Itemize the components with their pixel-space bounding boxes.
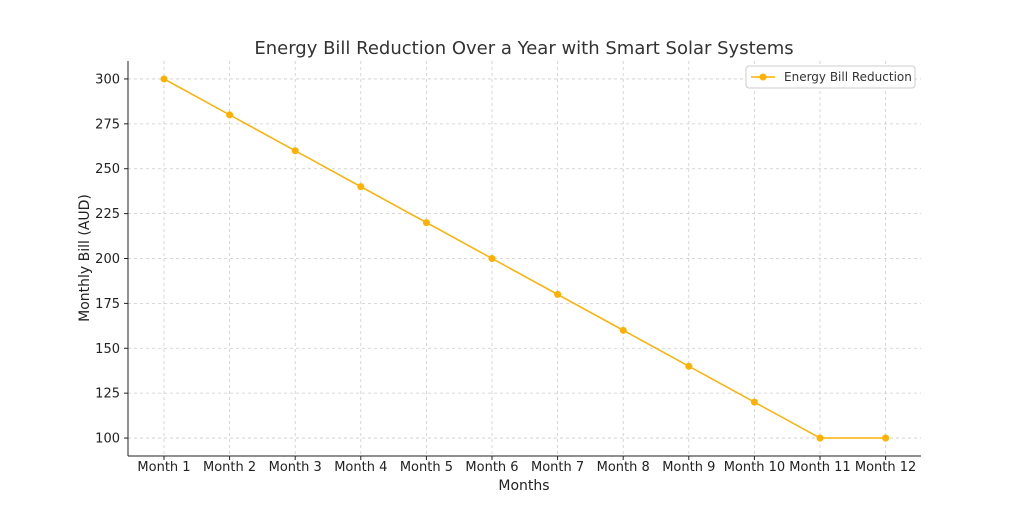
- data-point: [685, 362, 693, 370]
- y-tick-label: 225: [95, 207, 120, 222]
- data-point: [160, 75, 168, 83]
- x-tick-label: Month 11: [789, 460, 850, 475]
- x-tick-label: Month 3: [269, 460, 322, 475]
- chart-title: Energy Bill Reduction Over a Year with S…: [254, 38, 793, 59]
- legend: Energy Bill Reduction: [745, 65, 916, 89]
- y-tick-label: 300: [95, 72, 120, 87]
- x-tick-label: Month 8: [597, 460, 650, 475]
- x-tick-label: Month 1: [137, 460, 190, 475]
- x-tick-label: Month 2: [203, 460, 256, 475]
- series: [160, 75, 890, 442]
- x-tick-label: Month 9: [662, 460, 715, 475]
- legend-label: Energy Bill Reduction: [784, 70, 912, 84]
- y-tick-label: 275: [95, 117, 120, 132]
- x-tick-label: Month 4: [334, 460, 387, 475]
- data-point: [554, 290, 562, 298]
- grid-lines: [128, 61, 921, 456]
- x-tick-label: Month 12: [855, 460, 916, 475]
- y-tick-label: 200: [95, 252, 120, 267]
- data-point: [750, 398, 758, 406]
- y-tick-label: 175: [95, 297, 120, 312]
- data-point: [291, 147, 299, 155]
- y-tick-label: 150: [95, 342, 120, 357]
- x-tick-label: Month 10: [724, 460, 785, 475]
- data-point: [226, 111, 234, 119]
- x-tick-label: Month 7: [531, 460, 584, 475]
- y-tick-label: 250: [95, 162, 120, 177]
- y-tick-label: 125: [95, 387, 120, 402]
- data-point: [619, 326, 627, 334]
- data-point: [357, 183, 365, 191]
- x-tick-label: Month 6: [465, 460, 518, 475]
- ticks: 100 125 150 175 200 225 250 275 300 Month 1 Month …: [95, 72, 916, 475]
- data-point: [488, 255, 496, 262]
- legend-marker-swatch: [759, 73, 767, 81]
- legend-box: [745, 65, 916, 89]
- data-point: [882, 434, 890, 442]
- x-axis-label: Months: [498, 478, 549, 494]
- y-axis-label: Monthly Bill (AUD): [77, 194, 93, 322]
- x-tick-label: Month 5: [400, 460, 453, 475]
- series-line: [163, 78, 886, 439]
- data-point: [422, 219, 430, 227]
- data-point: [816, 434, 824, 442]
- y-tick-label: 100: [95, 432, 120, 447]
